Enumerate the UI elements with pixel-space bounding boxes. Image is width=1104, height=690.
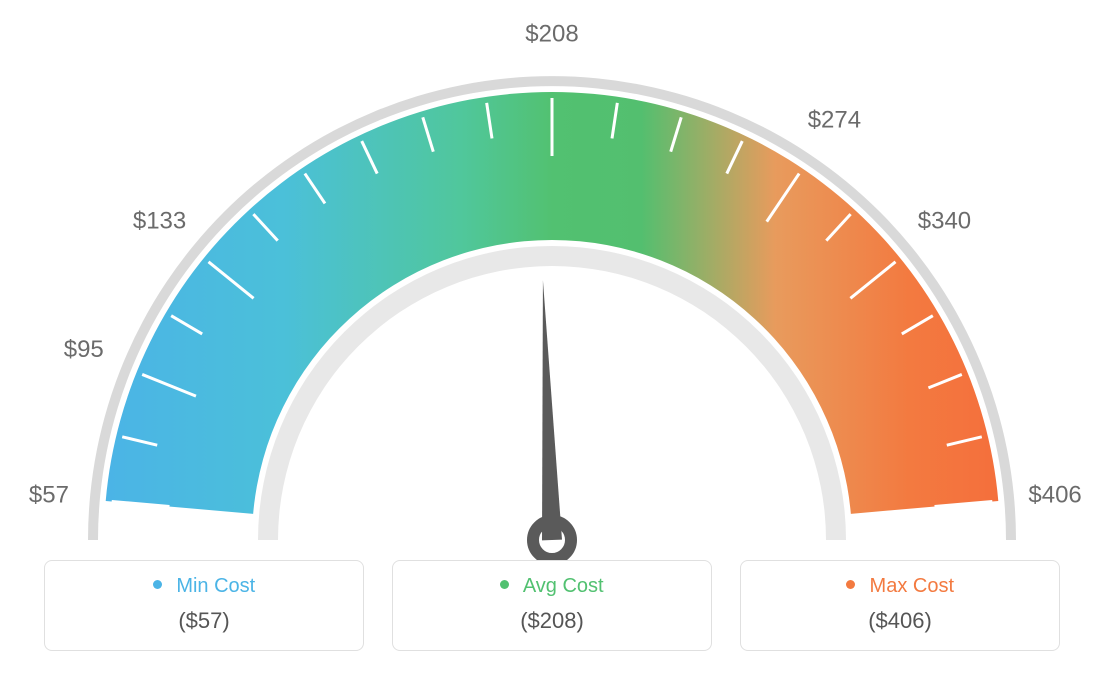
- legend-value-avg: ($208): [393, 608, 711, 634]
- legend-title-max-text: Max Cost: [870, 575, 954, 597]
- svg-text:$95: $95: [64, 336, 104, 363]
- legend-title-avg: Avg Cost: [393, 575, 711, 598]
- legend-card-max: Max Cost ($406): [740, 560, 1060, 651]
- svg-text:$208: $208: [525, 20, 578, 47]
- svg-text:$340: $340: [918, 208, 971, 235]
- legend-title-min: Min Cost: [45, 575, 363, 598]
- svg-text:$57: $57: [29, 481, 69, 508]
- legend-title-min-text: Min Cost: [176, 575, 255, 597]
- legend-value-min: ($57): [45, 608, 363, 634]
- legend-title-max: Max Cost: [741, 575, 1059, 598]
- legend-card-avg: Avg Cost ($208): [392, 560, 712, 651]
- gauge-svg: $57 $95 $133 $208 $274 $340 $406: [0, 0, 1104, 560]
- svg-text:$274: $274: [808, 107, 861, 134]
- cost-gauge: $57 $95 $133 $208 $274 $340 $406: [0, 0, 1104, 560]
- svg-text:$133: $133: [133, 208, 186, 235]
- legend-card-min: Min Cost ($57): [44, 560, 364, 651]
- legend-value-max: ($406): [741, 608, 1059, 634]
- svg-text:$406: $406: [1028, 481, 1081, 508]
- legend-row: Min Cost ($57) Avg Cost ($208) Max Cost …: [0, 560, 1104, 651]
- legend-title-avg-text: Avg Cost: [523, 575, 604, 597]
